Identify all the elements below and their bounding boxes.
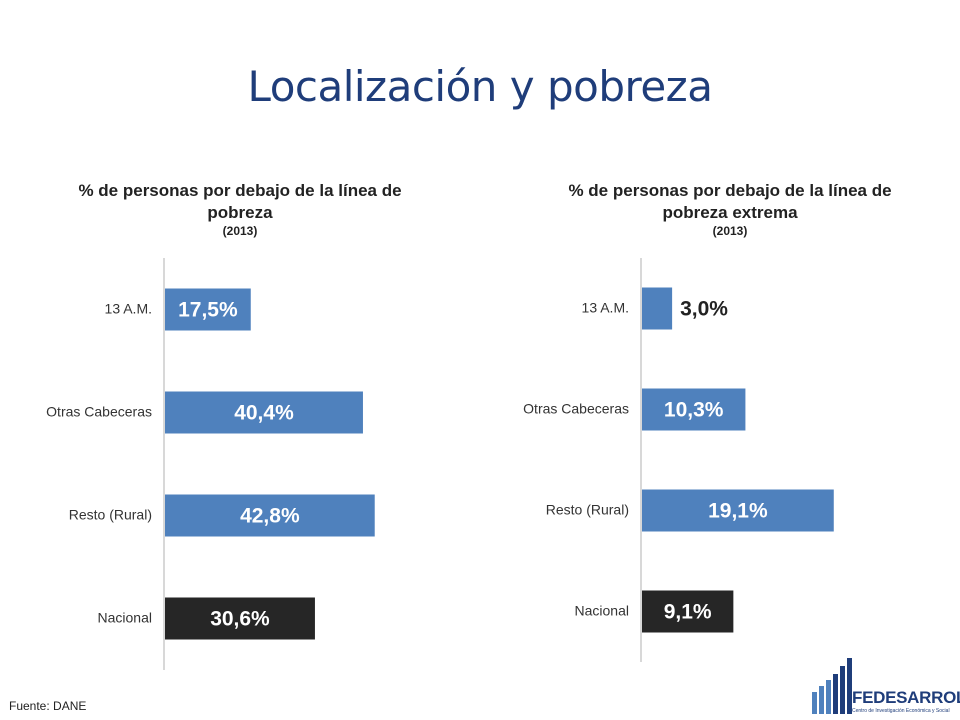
bar-data-label: 19,1% bbox=[708, 500, 768, 523]
fedesarrollo-logo-icon bbox=[812, 658, 852, 714]
category-tick-label: 13 A.M. bbox=[105, 301, 152, 317]
right-chart-title-text: % de personas por debajo de la línea de … bbox=[568, 181, 892, 222]
bar-data-label: 17,5% bbox=[178, 299, 238, 322]
category-tick-label: 13 A.M. bbox=[582, 300, 629, 316]
bar bbox=[165, 494, 375, 537]
bar bbox=[642, 590, 734, 633]
bar-data-label: 3,0% bbox=[680, 298, 728, 321]
category-tick-label: Otras Cabeceras bbox=[46, 404, 152, 420]
right-chart-year: (2013) bbox=[712, 224, 748, 238]
bar bbox=[165, 391, 363, 434]
extreme-poverty-bar-chart: 13 A.M. 3,0% Otras Cabeceras 10,3% Resto (Ru… bbox=[523, 258, 834, 662]
bar-data-label: 30,6% bbox=[210, 608, 270, 631]
left-chart-year: (2013) bbox=[222, 224, 258, 238]
slide-title: Localización y pobreza bbox=[247, 62, 713, 111]
poverty-bar-chart: 13 A.M. 17,5% Otras Cabeceras 40,4% Resto (R… bbox=[46, 258, 375, 670]
bar-data-label: 42,8% bbox=[240, 505, 300, 528]
category-tick-label: Nacional bbox=[98, 610, 152, 626]
bar-data-label: 10,3% bbox=[664, 399, 724, 422]
bar-data-label: 9,1% bbox=[664, 601, 712, 624]
bar bbox=[642, 287, 673, 330]
source-note: Fuente: DANE bbox=[9, 699, 87, 713]
category-tick-label: Nacional bbox=[575, 603, 629, 619]
category-tick-label: Resto (Rural) bbox=[69, 507, 152, 523]
left-chart-title: % de personas por debajo de la línea de … bbox=[60, 180, 420, 238]
bar bbox=[642, 489, 834, 532]
bar bbox=[165, 288, 251, 331]
category-tick-label: Otras Cabeceras bbox=[523, 401, 629, 417]
logo-subtitle: Centro de Investigación Económica y Soci… bbox=[852, 708, 950, 714]
bar-data-label: 40,4% bbox=[234, 402, 294, 425]
category-tick-label: Resto (Rural) bbox=[546, 502, 629, 518]
right-chart-title: % de personas por debajo de la línea de … bbox=[540, 180, 920, 238]
bar bbox=[165, 597, 315, 640]
logo-name: FEDESARROLLO bbox=[852, 688, 960, 707]
left-chart-title-text: % de personas por debajo de la línea de … bbox=[78, 181, 402, 222]
bar bbox=[642, 388, 746, 431]
